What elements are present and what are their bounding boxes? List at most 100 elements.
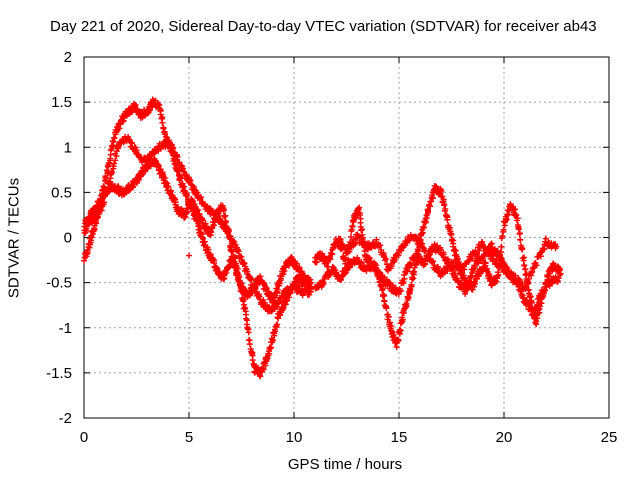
data-point (269, 337, 276, 344)
data-point (356, 234, 363, 241)
data-point (542, 235, 549, 242)
data-point (383, 305, 390, 312)
data-point (358, 258, 365, 265)
data-point (495, 271, 502, 278)
x-axis-label: GPS time / hours (287, 456, 403, 473)
data-point (219, 218, 226, 225)
data-point (454, 255, 461, 262)
data-point (252, 285, 259, 292)
data-point (530, 312, 537, 319)
data-point (435, 263, 442, 270)
data-point (533, 262, 540, 269)
data-point (402, 242, 409, 249)
data-point (176, 159, 183, 166)
data-point (379, 285, 386, 292)
data-point (464, 286, 471, 293)
data-point (538, 249, 545, 256)
data-point (232, 241, 239, 248)
data-point (211, 222, 218, 229)
data-point (425, 209, 432, 216)
data-point (280, 271, 287, 278)
data-point (230, 255, 237, 262)
data-point (557, 270, 564, 277)
data-point (399, 316, 406, 323)
data-point (373, 236, 380, 243)
data-point (422, 247, 429, 254)
y-tick-label: -1.5 (46, 365, 72, 382)
data-point (429, 258, 436, 265)
data-point (84, 249, 91, 256)
data-point (488, 251, 495, 258)
data-point (230, 237, 237, 244)
data-point (267, 344, 274, 351)
data-point (246, 341, 253, 348)
data-point (232, 262, 239, 269)
data-point (274, 321, 281, 328)
data-point (197, 225, 204, 232)
data-point (356, 233, 363, 240)
data-point (521, 262, 528, 269)
data-point (348, 228, 355, 235)
data-point (556, 266, 563, 273)
data-point (408, 262, 415, 269)
data-point (112, 157, 119, 164)
data-point (165, 183, 172, 190)
data-point (397, 287, 404, 294)
data-point (234, 270, 241, 277)
data-point (554, 278, 561, 285)
data-point (307, 288, 314, 295)
data-point (377, 242, 384, 249)
data-point (439, 193, 446, 200)
data-point (504, 265, 511, 272)
data-point (497, 260, 504, 267)
data-point (444, 216, 451, 223)
data-point (356, 204, 363, 211)
data-point (257, 373, 264, 380)
data-point (327, 256, 334, 263)
data-point (353, 214, 360, 221)
y-tick-label: 1 (64, 139, 72, 156)
data-point (408, 281, 415, 288)
data-point (553, 243, 560, 250)
data-point (148, 156, 155, 163)
data-point (222, 212, 229, 219)
data-point (93, 214, 100, 221)
data-point (273, 289, 280, 296)
data-point (199, 217, 206, 224)
data-point (423, 215, 430, 222)
x-tick-label: 20 (496, 429, 513, 446)
data-point (155, 102, 162, 109)
data-point (263, 285, 270, 292)
data-point (486, 271, 493, 278)
data-point (534, 302, 541, 309)
data-point (479, 255, 486, 262)
data-point (238, 280, 245, 287)
data-point (220, 276, 227, 283)
data-point (104, 187, 111, 194)
data-point (380, 291, 387, 298)
data-point (245, 329, 252, 336)
data-point (422, 218, 429, 225)
data-point (523, 284, 530, 291)
x-tick-label: 10 (286, 429, 303, 446)
data-point (482, 260, 489, 267)
data-point (463, 261, 470, 268)
data-point (349, 222, 356, 229)
x-tick-label: 15 (391, 429, 408, 446)
data-markers (81, 96, 564, 380)
data-point (517, 236, 524, 243)
data-point (205, 246, 212, 253)
data-point (397, 327, 404, 334)
data-point (186, 252, 192, 259)
data-point (101, 199, 108, 206)
data-point (421, 260, 428, 267)
data-point (471, 264, 478, 271)
data-point (400, 279, 407, 286)
data-point (519, 246, 526, 253)
y-tick-label: 1.5 (51, 94, 72, 111)
data-point (401, 275, 408, 282)
data-point (187, 177, 194, 184)
data-point (522, 266, 529, 273)
data-point (220, 206, 227, 213)
